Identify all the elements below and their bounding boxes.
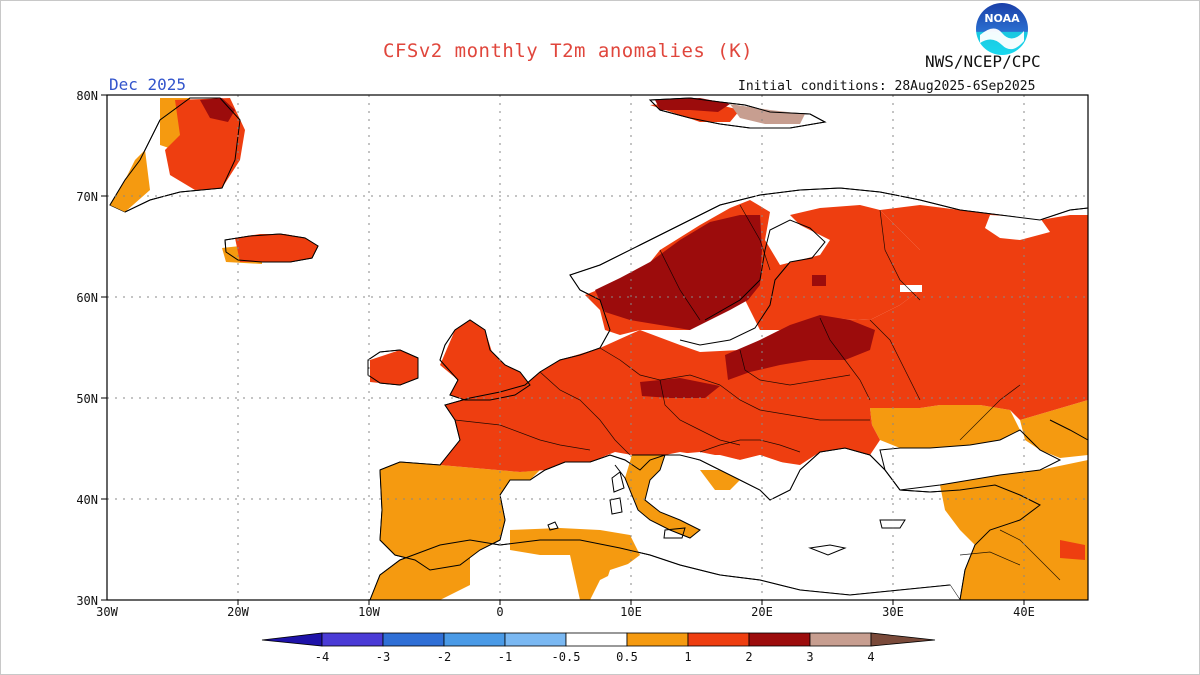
logo-text: NOAA — [984, 12, 1020, 25]
initial-conditions: Initial conditions: 28Aug2025-6Sep2025 — [738, 79, 1036, 94]
legend-label: -3 — [376, 650, 390, 664]
forecast-month: Dec 2025 — [109, 75, 187, 94]
lon-label: 30W — [96, 605, 118, 619]
legend-label: 4 — [867, 650, 874, 664]
legend-arrow-high — [870, 632, 936, 647]
legend-swatch — [504, 632, 567, 647]
legend-swatch — [626, 632, 689, 647]
legend-swatch — [321, 632, 384, 647]
lat-label: 80N — [76, 89, 98, 103]
legend-label: -4 — [315, 650, 329, 664]
legend-swatch — [443, 632, 506, 647]
legend-labels: -4 -3 -2 -1 -0.5 0.5 1 2 3 4 — [315, 650, 875, 664]
color-legend — [261, 632, 936, 647]
legend-swatch — [809, 632, 872, 647]
noaa-logo: NOAA — [976, 3, 1028, 55]
lon-ticks — [237, 600, 1025, 605]
gridlines — [107, 95, 1088, 600]
lat-label: 40N — [76, 493, 98, 507]
legend-arrow-low — [261, 632, 323, 647]
legend-label: 0.5 — [616, 650, 638, 664]
lat-ticks — [101, 94, 107, 601]
legend-swatch — [565, 632, 628, 647]
agency-label: NWS/NCEP/CPC — [925, 52, 1041, 71]
anomaly-band-2-3 — [200, 98, 875, 398]
legend-swatch — [748, 632, 811, 647]
legend-label: 1 — [684, 650, 691, 664]
legend-label: 2 — [745, 650, 752, 664]
lon-axis: 30W 20W 10W 0 10E 20E 30E 40E — [96, 605, 1035, 619]
anomaly-band-3-4 — [730, 104, 805, 124]
legend-label: -1 — [498, 650, 512, 664]
anomaly-fill — [110, 98, 1088, 600]
lat-label: 70N — [76, 190, 98, 204]
lon-label: 40E — [1013, 605, 1035, 619]
coastlines — [109, 97, 1089, 601]
lon-label: 20E — [751, 605, 773, 619]
lon-label: 20W — [227, 605, 249, 619]
lat-label: 60N — [76, 291, 98, 305]
plot-frame — [106, 94, 1089, 601]
lon-label: 10E — [620, 605, 642, 619]
lat-label: 50N — [76, 392, 98, 406]
legend-swatch — [687, 632, 750, 647]
lat-label: 30N — [76, 594, 98, 608]
legend-swatch — [382, 632, 445, 647]
lon-label: 30E — [882, 605, 904, 619]
lat-axis: 80N 70N 60N 50N 40N 30N — [76, 89, 98, 608]
legend-label: -0.5 — [552, 650, 581, 664]
legend-label: 3 — [806, 650, 813, 664]
lon-label: 0 — [496, 605, 503, 619]
lon-label: 10W — [358, 605, 380, 619]
chart-title: CFSv2 monthly T2m anomalies (K) — [383, 40, 754, 62]
legend-label: -2 — [437, 650, 451, 664]
